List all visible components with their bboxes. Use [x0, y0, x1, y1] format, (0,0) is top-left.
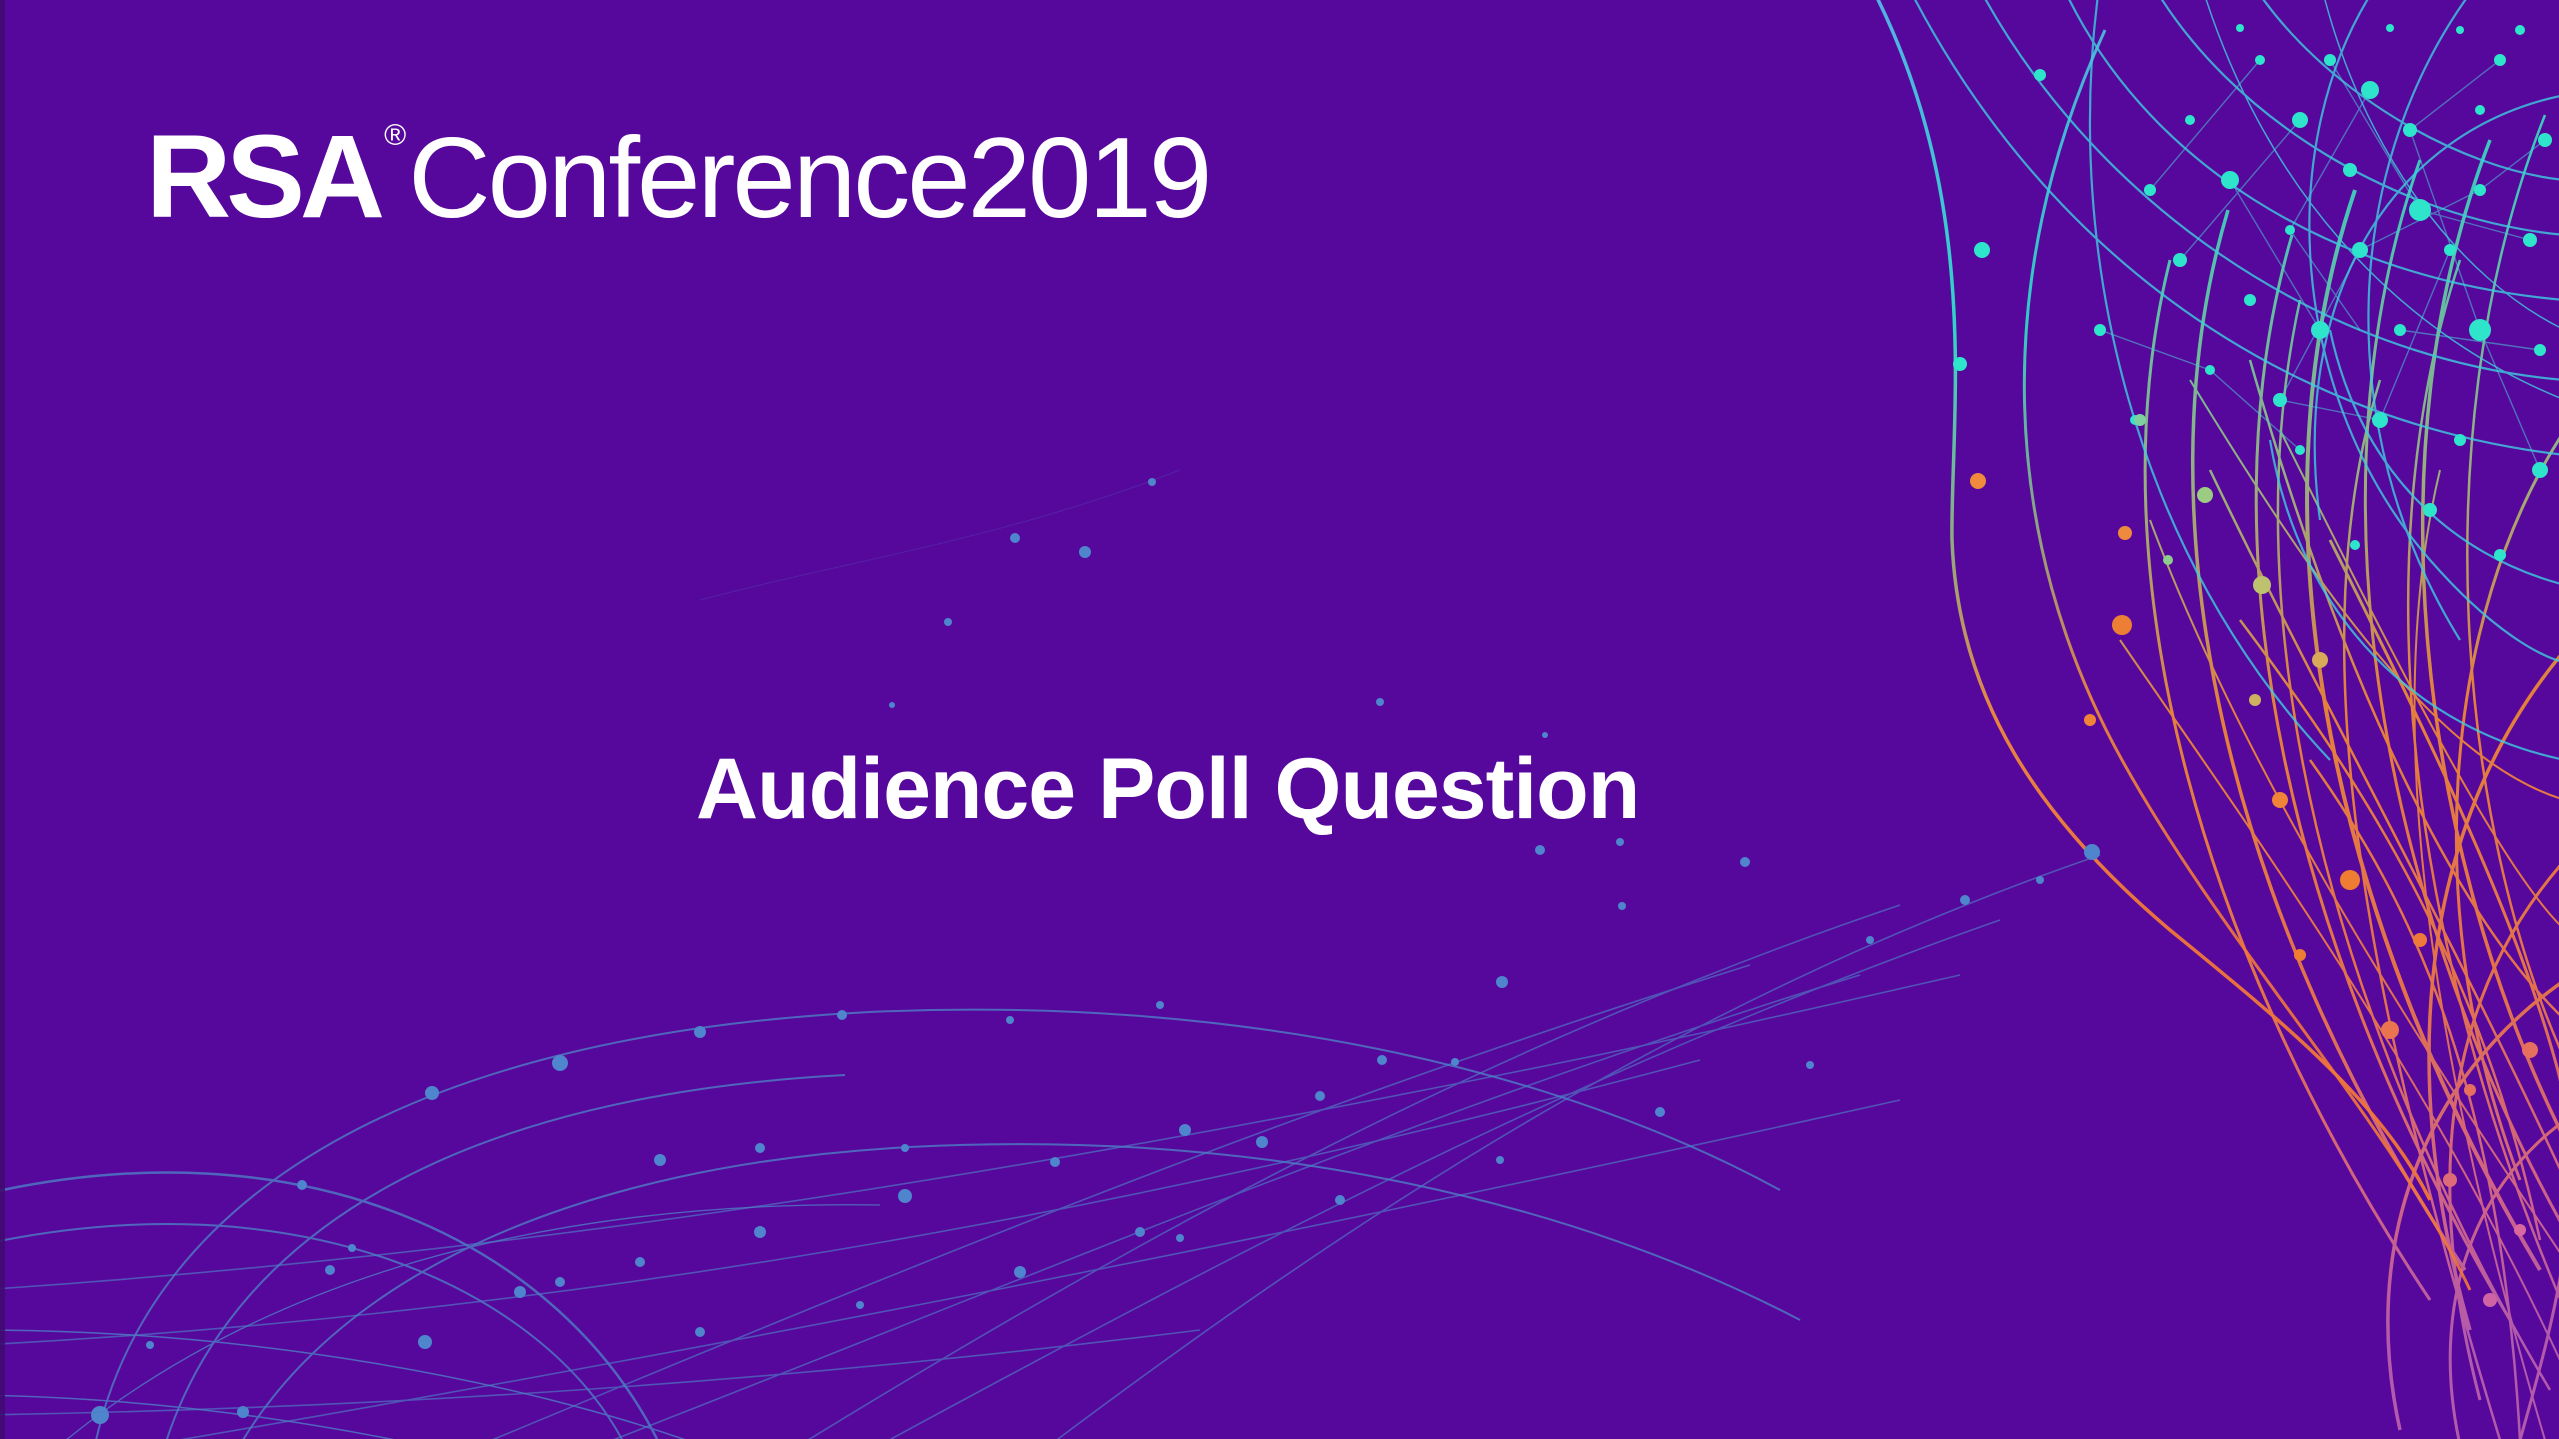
rsa-conference-logo: RSA ®Conference2019 — [146, 118, 1212, 236]
gradient-mesh-group — [2119, 114, 2559, 1439]
gradient-strand-group — [1876, 0, 2472, 1291]
logo-brand-text: RSA — [146, 111, 385, 243]
blue-stream-dots-group — [325, 478, 2100, 1337]
blue-streams-group — [0, 469, 2101, 1439]
registered-trademark-icon: ® — [384, 119, 407, 152]
teal-node-dots-group — [1953, 24, 2552, 561]
teal-link-lines-group — [2099, 59, 2546, 471]
blue-arc-dots-group — [91, 1001, 1164, 1424]
blue-arcs-group — [0, 1008, 1801, 1439]
slide-left-edge-strip — [0, 0, 5, 1439]
slide-title: Audience Poll Question — [696, 741, 1640, 837]
transition-node-dots-group — [1970, 414, 2538, 1307]
logo-suffix-text: Conference2019 — [408, 115, 1212, 242]
teal-network-group — [1914, 0, 2559, 761]
